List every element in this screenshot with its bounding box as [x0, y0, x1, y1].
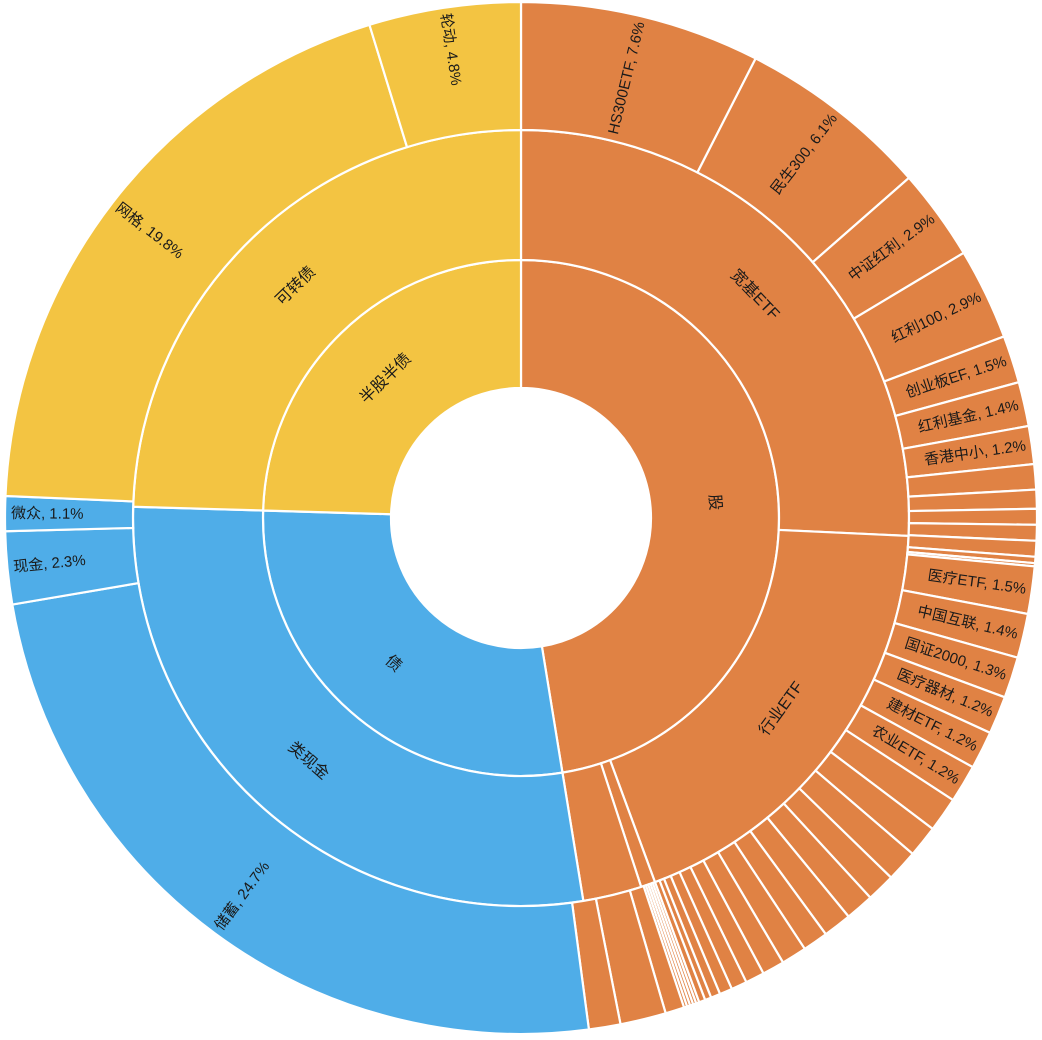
category-label: 股 [705, 494, 724, 511]
outer-ring-segment [368, 0, 523, 149]
leaf-label: 现金, 2.3% [13, 552, 87, 576]
leaf-label: 微众, 1.1% [11, 505, 84, 523]
outer-ring-segment [11, 581, 591, 1036]
outer-ring [3, 0, 1039, 1036]
middle-ring [131, 128, 911, 908]
inner-ring [261, 258, 781, 778]
